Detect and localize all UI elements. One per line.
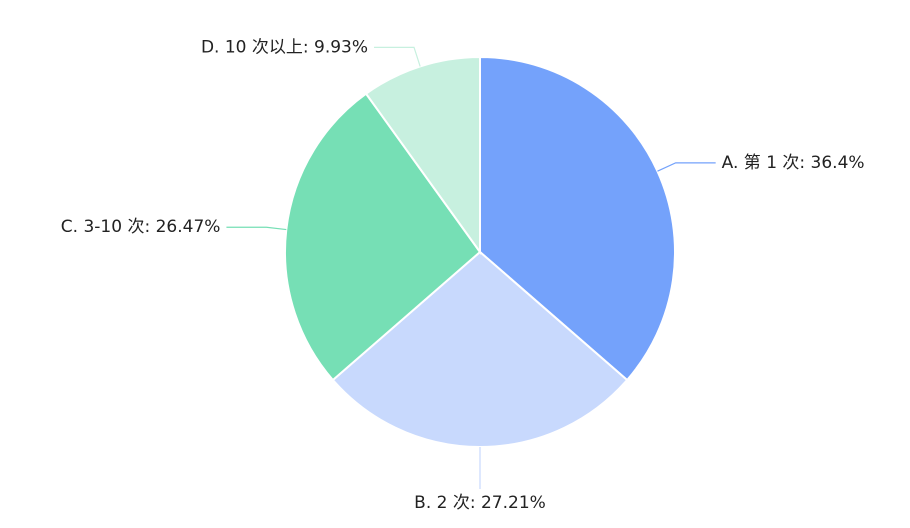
slice-label: B. 2 次: 27.21% [414, 493, 546, 513]
leader-line [657, 162, 716, 172]
leader-line [374, 46, 421, 67]
pie-slice [364, 55, 481, 256]
pie-slice [284, 92, 482, 382]
leader-line [226, 226, 287, 231]
slice-label: A. 第 1 次: 36.4% [722, 153, 865, 173]
slice-label: C. 3-10 次: 26.47% [61, 217, 221, 237]
pie-slice [331, 250, 629, 448]
pie-slice [479, 55, 676, 382]
slice-label: D. 10 次以上: 9.93% [201, 37, 368, 57]
